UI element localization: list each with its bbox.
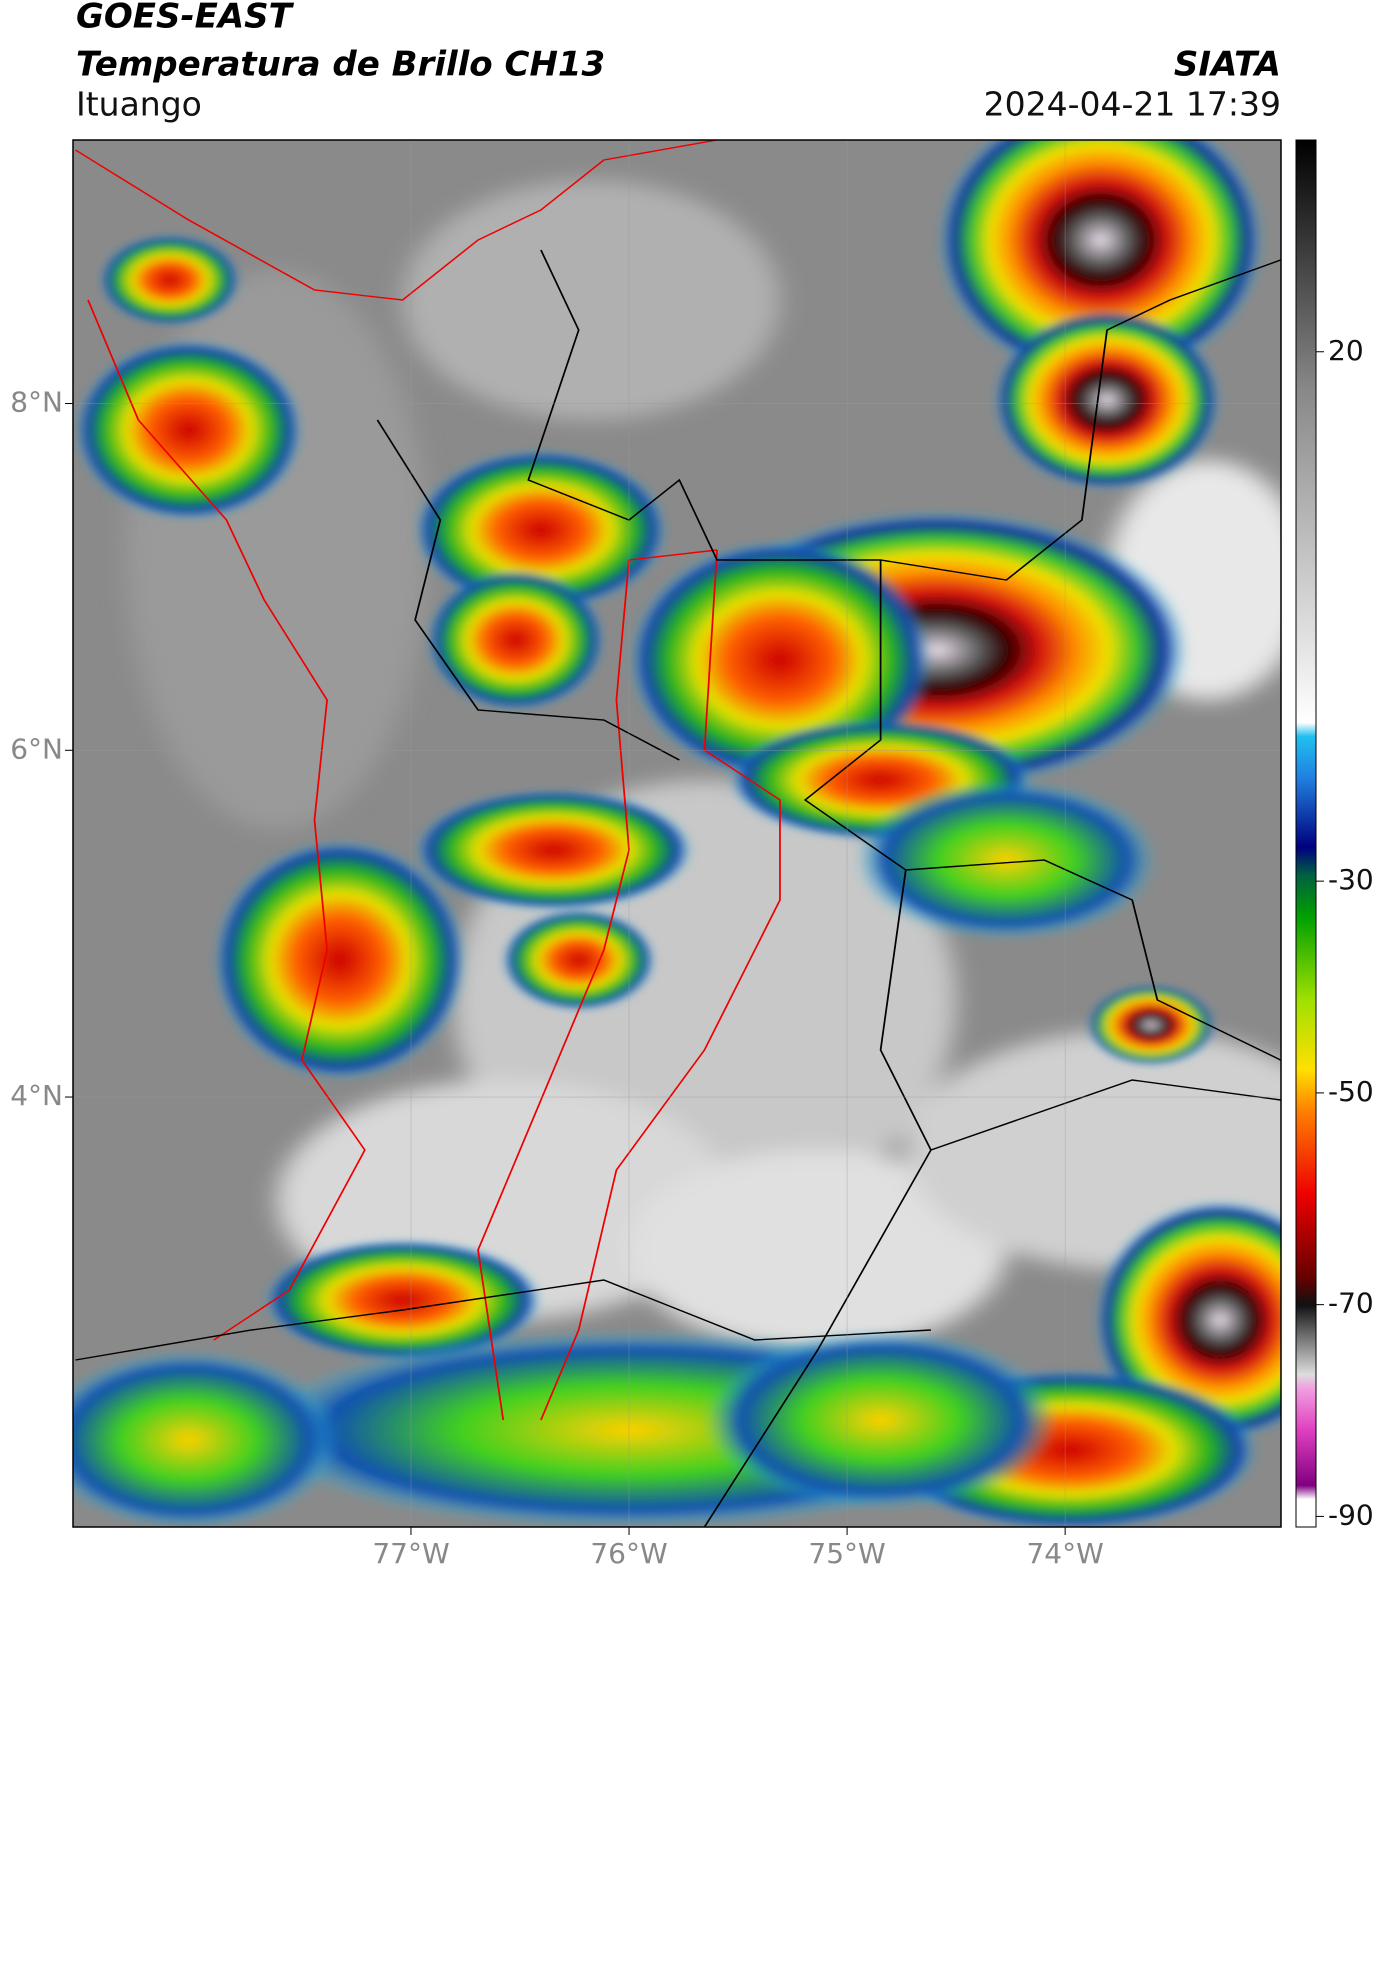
- colorbar-tick-label: -30: [1328, 863, 1374, 896]
- colorbar: [1295, 139, 1317, 1528]
- y-tick-label: 8°N: [10, 386, 63, 419]
- subtitle: Temperatura de Brillo CH13: [76, 45, 605, 85]
- colorbar-tick-label: -50: [1328, 1075, 1374, 1108]
- datetime: 2024-04-21 17:39: [984, 85, 1281, 124]
- title: GOES-EAST: [76, 0, 295, 37]
- y-tick-label: 6°N: [10, 732, 63, 765]
- x-tick-label: 75°W: [808, 1537, 885, 1570]
- colorbar-tick-label: -90: [1328, 1498, 1374, 1531]
- x-tick-label: 76°W: [590, 1537, 667, 1570]
- satellite-image: [73, 140, 1281, 1527]
- map-frame: [72, 139, 1282, 1528]
- location: Ituango: [76, 85, 202, 124]
- colorbar-tick-label: -70: [1328, 1287, 1374, 1320]
- source: SIATA: [1174, 45, 1281, 85]
- colorbar-tick-label: 20: [1328, 334, 1364, 367]
- x-tick-label: 77°W: [372, 1537, 449, 1570]
- x-tick-label: 74°W: [1026, 1537, 1103, 1570]
- borders: [74, 140, 1281, 1527]
- y-tick-label: 4°N: [10, 1079, 63, 1112]
